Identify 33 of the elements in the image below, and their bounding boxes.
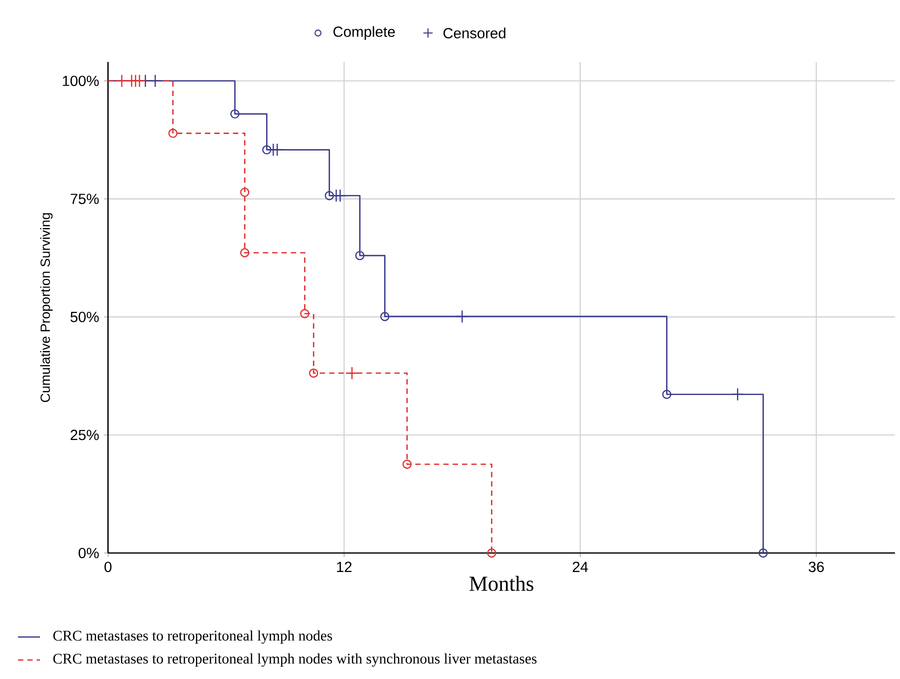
x-tick-label: 0 xyxy=(104,562,112,572)
x-tick-label: 36 xyxy=(808,562,824,572)
point xyxy=(300,309,310,318)
legend-label: Complete xyxy=(333,26,395,40)
point xyxy=(487,548,496,558)
y-axis-title: Cumulative Proportion Surviving xyxy=(40,213,53,402)
legend-label: CRC metastases to retroperitoneal lymph nodes xyxy=(53,630,332,644)
point xyxy=(456,310,469,324)
point xyxy=(662,390,672,399)
point xyxy=(345,366,359,380)
point xyxy=(240,188,250,197)
point xyxy=(758,548,768,558)
legend-label: CRC metastases to retroperitoneal lymph nodes with synchronous liver metastases xyxy=(53,653,537,667)
point xyxy=(148,74,162,88)
point xyxy=(380,312,390,322)
point xyxy=(402,460,412,469)
point xyxy=(240,248,250,258)
y-tick-label: 100% xyxy=(62,76,99,86)
x-tick-label: 24 xyxy=(572,562,588,572)
point xyxy=(168,128,178,138)
point xyxy=(115,74,128,88)
x-tick-label: 12 xyxy=(337,562,352,572)
point xyxy=(309,368,318,378)
point xyxy=(731,388,744,401)
x-axis-title: Months xyxy=(470,576,534,591)
point xyxy=(355,250,364,260)
legend-label: Censored xyxy=(443,28,506,38)
y-tick-label: 25% xyxy=(70,430,99,440)
point xyxy=(230,109,240,119)
y-tick-label: 75% xyxy=(70,194,99,204)
y-tick-label: 0% xyxy=(78,548,99,558)
point xyxy=(132,74,146,88)
y-tick-label: 50% xyxy=(70,312,99,322)
